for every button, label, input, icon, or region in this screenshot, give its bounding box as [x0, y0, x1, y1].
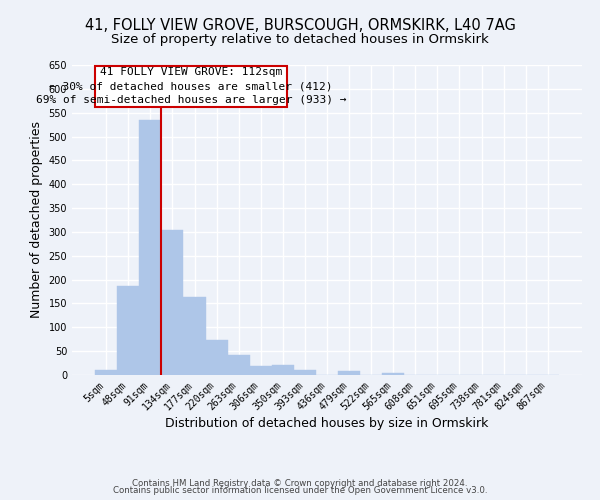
FancyBboxPatch shape	[95, 66, 287, 107]
Bar	[227, 356, 250, 375]
Bar	[95, 370, 117, 375]
Bar	[382, 373, 404, 375]
Text: 41, FOLLY VIEW GROVE, BURSCOUGH, ORMSKIRK, L40 7AG: 41, FOLLY VIEW GROVE, BURSCOUGH, ORMSKIR…	[85, 18, 515, 32]
Bar	[117, 286, 139, 375]
Bar	[161, 230, 184, 375]
Y-axis label: Number of detached properties: Number of detached properties	[30, 122, 43, 318]
Text: Contains HM Land Registry data © Crown copyright and database right 2024.: Contains HM Land Registry data © Crown c…	[132, 478, 468, 488]
Bar	[250, 366, 272, 375]
Text: Contains public sector information licensed under the Open Government Licence v3: Contains public sector information licen…	[113, 486, 487, 495]
Text: 41 FOLLY VIEW GROVE: 112sqm
← 30% of detached houses are smaller (412)
69% of se: 41 FOLLY VIEW GROVE: 112sqm ← 30% of det…	[36, 68, 346, 106]
Bar	[338, 370, 360, 375]
Text: Size of property relative to detached houses in Ormskirk: Size of property relative to detached ho…	[111, 32, 489, 46]
Bar	[184, 297, 206, 375]
Bar	[206, 340, 227, 375]
X-axis label: Distribution of detached houses by size in Ormskirk: Distribution of detached houses by size …	[166, 418, 488, 430]
Bar	[139, 120, 161, 375]
Bar	[272, 365, 294, 375]
Bar	[294, 370, 316, 375]
